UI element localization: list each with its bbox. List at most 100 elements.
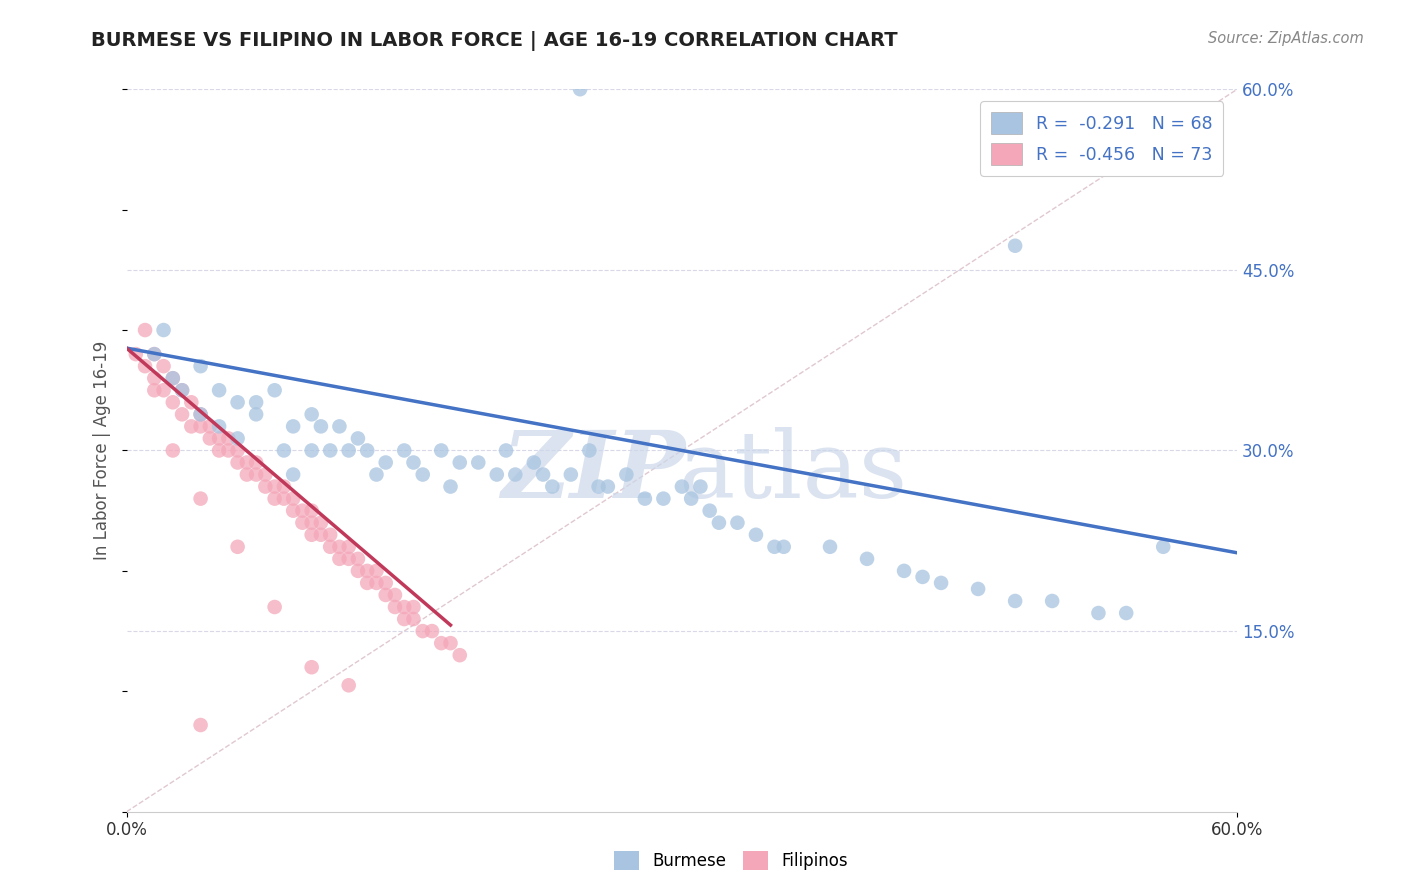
Point xyxy=(172,384,194,398)
Point xyxy=(449,648,471,662)
Point xyxy=(374,455,396,469)
Point xyxy=(152,359,174,373)
Point xyxy=(856,551,879,566)
Point xyxy=(384,588,406,602)
Point xyxy=(190,407,212,421)
Point xyxy=(893,564,915,578)
Point xyxy=(198,431,221,445)
Point xyxy=(245,395,267,409)
Point xyxy=(707,516,730,530)
Text: atlas: atlas xyxy=(678,427,908,517)
Point xyxy=(347,564,370,578)
Point xyxy=(226,443,249,458)
Point xyxy=(309,527,332,541)
Point xyxy=(467,455,489,469)
Text: BURMESE VS FILIPINO IN LABOR FORCE | AGE 16-19 CORRELATION CHART: BURMESE VS FILIPINO IN LABOR FORCE | AGE… xyxy=(91,31,898,51)
Point xyxy=(430,636,453,650)
Point xyxy=(328,419,350,434)
Point xyxy=(394,612,416,626)
Point xyxy=(763,540,786,554)
Point xyxy=(301,407,323,421)
Point xyxy=(328,540,350,554)
Point xyxy=(208,431,231,445)
Point xyxy=(309,419,332,434)
Point xyxy=(226,431,249,445)
Point xyxy=(347,431,370,445)
Point xyxy=(319,443,342,458)
Point xyxy=(394,443,416,458)
Point xyxy=(143,347,166,361)
Point xyxy=(430,443,453,458)
Point xyxy=(671,480,693,494)
Point xyxy=(245,467,267,482)
Point xyxy=(420,624,443,639)
Point xyxy=(929,576,952,591)
Point xyxy=(366,564,388,578)
Point xyxy=(319,527,342,541)
Point xyxy=(172,384,194,398)
Point xyxy=(634,491,657,506)
Point xyxy=(699,503,721,517)
Point xyxy=(226,540,249,554)
Point xyxy=(208,384,231,398)
Point xyxy=(172,407,194,421)
Point xyxy=(245,407,267,421)
Point xyxy=(263,384,285,398)
Point xyxy=(384,599,406,614)
Point xyxy=(439,636,461,650)
Point xyxy=(190,491,212,506)
Point xyxy=(772,540,794,554)
Point xyxy=(652,491,675,506)
Point xyxy=(190,359,212,373)
Point xyxy=(162,443,184,458)
Point xyxy=(263,599,285,614)
Point xyxy=(217,431,239,445)
Point xyxy=(911,570,934,584)
Point xyxy=(152,323,174,337)
Point xyxy=(143,371,166,385)
Point xyxy=(236,467,259,482)
Point xyxy=(162,395,184,409)
Point xyxy=(162,371,184,385)
Legend: R =  -0.291   N = 68, R =  -0.456   N = 73: R = -0.291 N = 68, R = -0.456 N = 73 xyxy=(980,102,1223,176)
Point xyxy=(1004,594,1026,608)
Point xyxy=(125,347,148,361)
Point xyxy=(301,527,323,541)
Point xyxy=(301,443,323,458)
Point xyxy=(328,551,350,566)
Point xyxy=(180,419,202,434)
Text: ZIP: ZIP xyxy=(501,427,685,517)
Point xyxy=(263,480,285,494)
Point xyxy=(143,347,166,361)
Point xyxy=(254,480,277,494)
Point xyxy=(356,443,378,458)
Point xyxy=(301,516,323,530)
Point xyxy=(1004,238,1026,253)
Point xyxy=(190,407,212,421)
Point xyxy=(226,455,249,469)
Point xyxy=(254,467,277,482)
Point xyxy=(578,443,600,458)
Point xyxy=(337,540,360,554)
Point xyxy=(402,612,425,626)
Point xyxy=(412,624,434,639)
Point xyxy=(394,599,416,614)
Point xyxy=(727,516,749,530)
Point xyxy=(588,480,610,494)
Point xyxy=(190,419,212,434)
Point xyxy=(245,455,267,469)
Point xyxy=(198,419,221,434)
Point xyxy=(301,503,323,517)
Point xyxy=(309,516,332,530)
Point xyxy=(967,582,990,596)
Point xyxy=(134,323,156,337)
Point xyxy=(319,540,342,554)
Point xyxy=(273,443,295,458)
Point xyxy=(226,395,249,409)
Point xyxy=(616,467,638,482)
Point xyxy=(1152,540,1174,554)
Point xyxy=(347,551,370,566)
Point xyxy=(1087,606,1109,620)
Point xyxy=(273,480,295,494)
Point xyxy=(596,480,619,494)
